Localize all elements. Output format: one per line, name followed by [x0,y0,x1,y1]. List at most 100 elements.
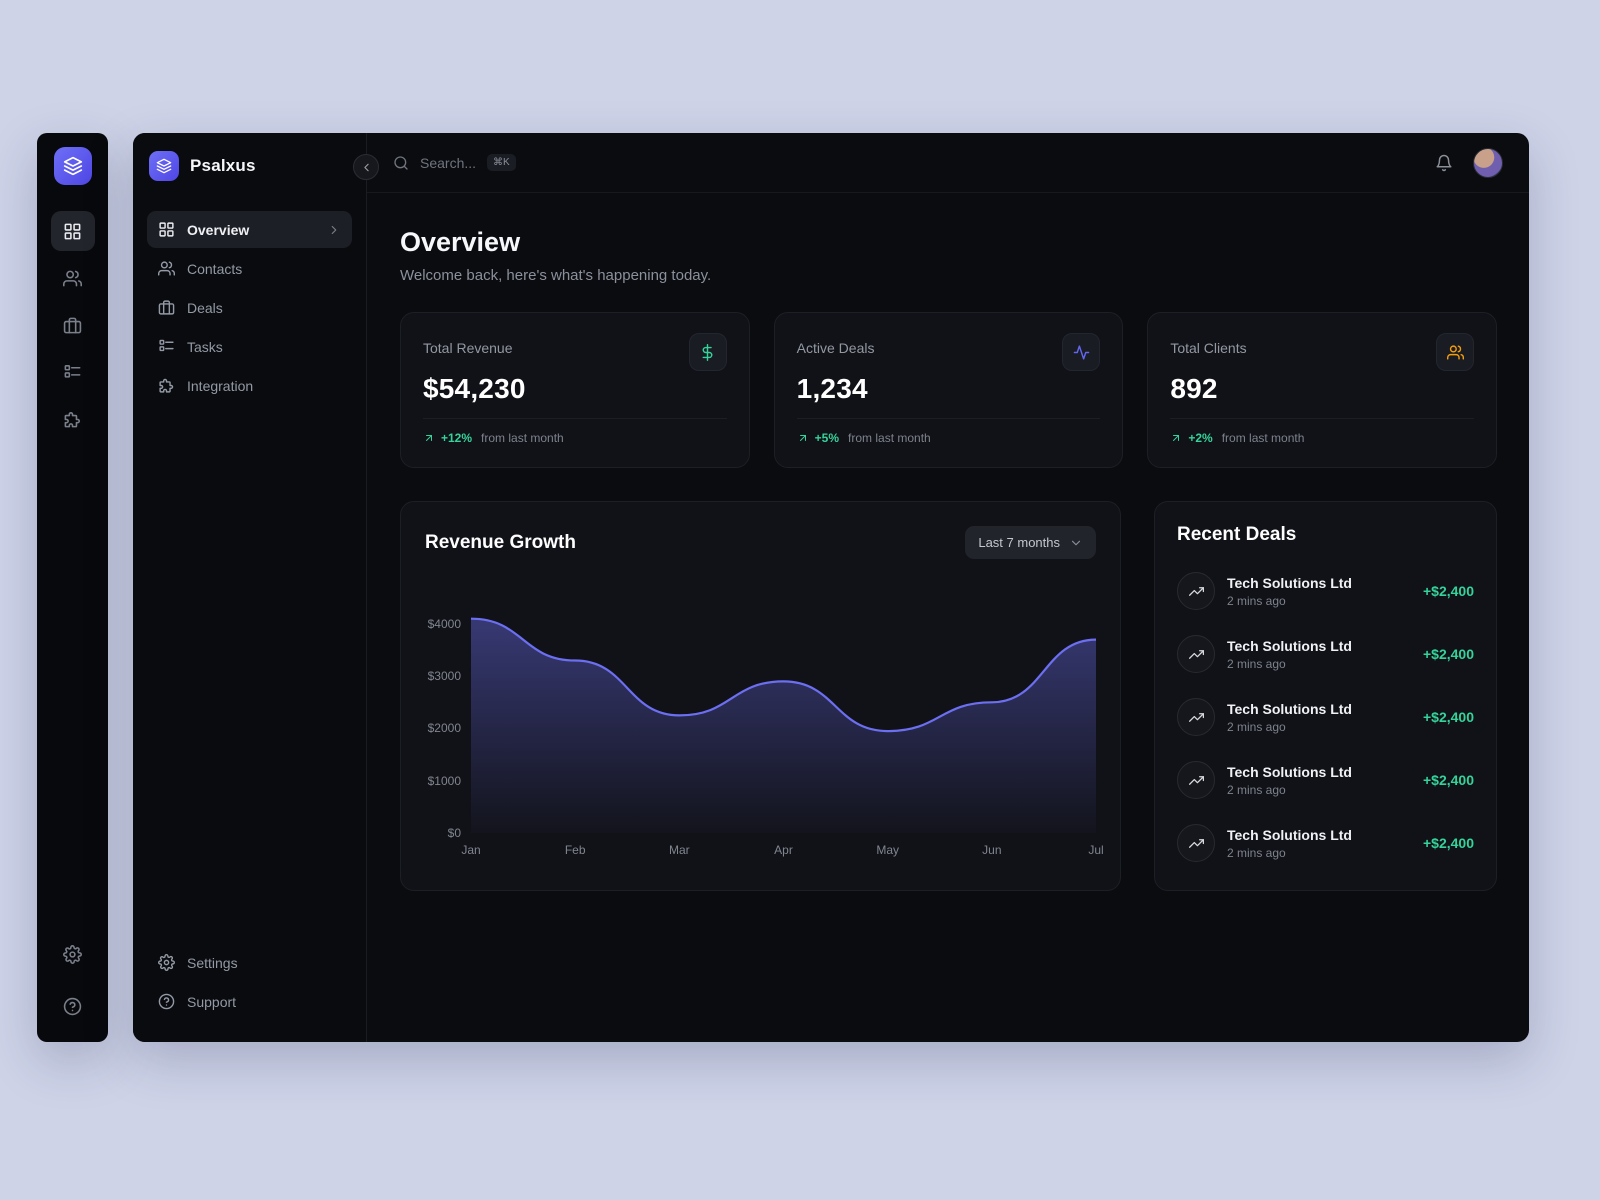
search-input[interactable]: Search... ⌘K [393,154,516,171]
app-logo[interactable] [53,147,92,185]
deal-amount: +$2,400 [1423,772,1474,788]
rail-item-tasks[interactable] [51,352,95,392]
deal-time: 2 mins ago [1227,719,1286,734]
arrow-up-right-icon [1170,432,1182,444]
sidebar-header: Psalxus [133,133,366,181]
rail-item-contacts[interactable] [51,258,95,298]
range-select-value: Last 7 months [978,535,1060,550]
stat-delta: +12% [441,431,473,445]
chevron-left-icon [360,161,373,174]
x-axis-tick: Jul [1088,843,1104,857]
nav-item-label: Contacts [187,260,243,277]
nav-item-label: Integration [187,377,254,394]
topbar-actions [1435,147,1503,178]
recent-deals-card: Recent Deals Tech Solutions Ltd 2 mins a… [1154,501,1497,891]
stat-value: $54,230 [423,373,526,404]
stat-value: 1,234 [796,373,868,404]
help-circle-icon [63,997,82,1016]
page-title: Overview [400,227,521,257]
main-area: Search... ⌘K Overview Welcome back, here… [367,133,1529,1042]
chart-canvas [471,603,1096,833]
trending-up-icon [1177,698,1215,736]
clients-icon-button[interactable] [1436,333,1475,371]
nav-item-overview[interactable]: Overview [147,211,352,248]
chevron-right-icon [327,223,341,237]
deal-amount: +$2,400 [1423,646,1474,662]
brand-name: Psalxus [190,156,256,175]
x-axis-tick: May [876,843,899,857]
search-icon [393,155,409,171]
users-icon [63,269,82,288]
gear-icon [63,945,82,964]
nav-item-deals[interactable]: Deals [147,289,352,326]
rail-item-settings[interactable] [51,934,95,974]
plot-area: Jan Feb Mar Apr May Jun Jul [461,603,1104,859]
trending-up-icon [1177,824,1215,862]
rail-item-deals[interactable] [51,305,95,345]
arrow-up-right-icon [797,432,809,444]
deal-amount: +$2,400 [1423,709,1474,725]
deal-info: Tech Solutions Ltd 2 mins ago [1227,827,1352,860]
y-axis-tick: $4000 [427,616,461,631]
revenue-growth-card: Revenue Growth Last 7 months $0 $1000 $200… [400,501,1121,891]
nav-item-label: Settings [187,954,238,971]
stat-label: Total Revenue [423,340,513,356]
stat-note: from last month [848,431,931,445]
trending-up-glyph [1189,584,1204,599]
stat-delta: +5% [814,431,840,445]
stat-note: from last month [481,431,564,445]
bell-icon [1435,154,1453,172]
user-avatar[interactable] [1473,147,1503,178]
rail-item-overview[interactable] [50,211,95,251]
search-placeholder: Search... [420,154,477,171]
deal-amount: +$2,400 [1423,583,1474,599]
deal-name: Tech Solutions Ltd [1227,637,1352,654]
stat-label: Total Clients [1170,340,1247,356]
nav-item-label: Tasks [187,338,223,355]
search-shortcut-badge: ⌘K [487,154,516,171]
deal-name: Tech Solutions Ltd [1227,826,1352,843]
rail-footer [51,934,95,1026]
stat-card-total-revenue: Total Revenue $54,230 +12% from last mon… [400,312,750,468]
rail-nav [50,211,95,439]
layers-icon [63,156,83,176]
stat-value: 892 [1170,373,1218,404]
range-select[interactable]: Last 7 months [965,526,1096,559]
notifications-button[interactable] [1435,154,1453,172]
nav-item-label: Support [187,993,237,1010]
deals-icon-button[interactable] [1062,333,1101,371]
deal-row[interactable]: Tech Solutions Ltd 2 mins ago +$2,400 [1177,698,1474,736]
nav-item-support[interactable]: Support [147,983,352,1020]
lower-row: Revenue Growth Last 7 months $0 $1000 $200… [400,501,1497,891]
chevron-down-icon [1069,536,1083,550]
gear-icon [158,954,175,971]
rail-item-integration[interactable] [51,399,95,439]
nav-item-integration[interactable]: Integration [147,367,352,404]
deal-amount: +$2,400 [1423,835,1474,851]
y-axis: $0 $1000 $2000 $3000 $4000 [425,603,471,840]
stat-card-active-deals: Active Deals 1,234 +5% from last month [773,312,1124,468]
nav-item-tasks[interactable]: Tasks [147,328,352,365]
rail-item-help[interactable] [51,986,95,1026]
sidebar-nav: Overview Contacts Deals Tasks Integratio… [133,181,366,404]
grid-icon [63,222,82,241]
deal-row[interactable]: Tech Solutions Ltd 2 mins ago +$2,400 [1177,572,1474,610]
task-list-icon [63,363,82,382]
page-subtitle: Welcome back, here's what's happening to… [400,267,712,284]
deal-info: Tech Solutions Ltd 2 mins ago [1227,764,1352,797]
stat-label: Active Deals [796,340,875,356]
deal-name: Tech Solutions Ltd [1227,763,1352,780]
deal-row[interactable]: Tech Solutions Ltd 2 mins ago +$2,400 [1177,635,1474,673]
nav-item-contacts[interactable]: Contacts [147,250,352,287]
brand-logo[interactable] [149,151,179,181]
nav-item-settings[interactable]: Settings [147,944,352,981]
deal-name: Tech Solutions Ltd [1227,700,1352,717]
deal-row[interactable]: Tech Solutions Ltd 2 mins ago +$2,400 [1177,824,1474,862]
deal-row[interactable]: Tech Solutions Ltd 2 mins ago +$2,400 [1177,761,1474,799]
sidebar-collapse-button[interactable] [353,154,379,180]
stat-delta: +2% [1188,431,1213,445]
x-axis-tick: Jan [461,843,481,857]
users-icon [158,260,175,277]
deal-time: 2 mins ago [1227,593,1286,608]
revenue-icon-button[interactable] [688,333,727,371]
